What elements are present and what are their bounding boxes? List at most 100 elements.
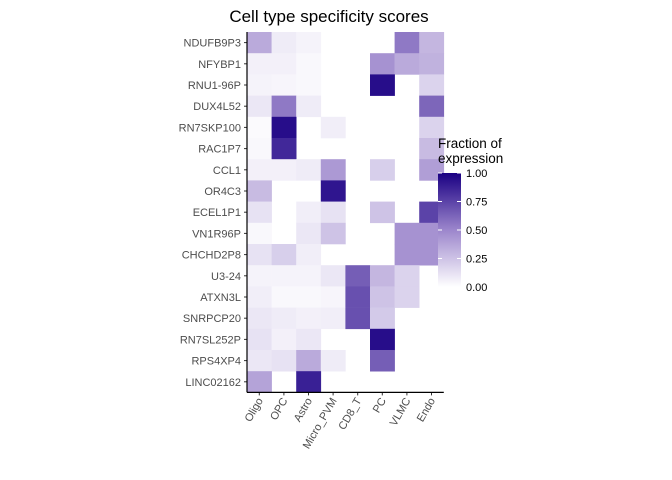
column-label: Astro [292, 396, 315, 424]
heatmap-cell [296, 371, 322, 393]
heatmap-cell [419, 32, 445, 54]
heatmap-cell [247, 74, 272, 96]
heatmap-cell [320, 159, 346, 181]
row-label: RN7SKP100 [179, 122, 241, 134]
row-label: OR4C3 [204, 186, 241, 198]
heatmap-cell [247, 265, 272, 287]
heatmap-cell [345, 265, 371, 287]
heatmap-cell [419, 74, 445, 96]
heatmap-cells [247, 32, 445, 393]
heatmap-cell [345, 307, 371, 330]
heatmap-cell [247, 116, 272, 139]
row-label: RAC1P7 [198, 144, 241, 156]
legend-title: Fraction of [438, 136, 502, 151]
row-label: ECEL1P1 [193, 207, 241, 219]
row-label: U3-24 [211, 271, 241, 283]
heatmap-cell [370, 307, 395, 330]
heatmap-cell [271, 32, 297, 54]
heatmap-cell [271, 350, 297, 372]
heatmap-cell [247, 307, 272, 330]
heatmap-cell [394, 222, 420, 245]
heatmap-cell [394, 32, 420, 54]
legend-tick-label: 0.50 [466, 225, 487, 237]
heatmap-cell [370, 265, 395, 287]
column-label: Oligo [243, 396, 266, 424]
heatmap-cell [271, 244, 297, 266]
heatmap-cell [271, 95, 297, 118]
heatmap-cell [394, 53, 420, 75]
legend-tick-label: 0.25 [466, 254, 487, 266]
legend-tick-label: 0.00 [466, 282, 487, 294]
heatmap-cell [271, 74, 297, 96]
heatmap-cell [247, 286, 272, 308]
heatmap-cell [247, 95, 272, 118]
row-label: LINC02162 [185, 377, 241, 389]
heatmap-cell [247, 32, 272, 54]
heatmap-cell [370, 350, 395, 372]
heatmap-cell [271, 116, 297, 139]
heatmap-cell [320, 222, 346, 245]
heatmap-cell [247, 328, 272, 351]
heatmap-cell [370, 74, 395, 96]
heatmap-cell [370, 286, 395, 308]
legend-tick-label: 0.75 [466, 197, 487, 209]
row-label: DUX4L52 [193, 101, 241, 113]
heatmap-cell [370, 328, 395, 351]
column-label: Endo [415, 396, 438, 424]
heatmap-cell [370, 201, 395, 224]
heatmap-cell [247, 244, 272, 266]
heatmap-cell [271, 53, 297, 75]
column-label: CD8_T [336, 396, 364, 432]
heatmap-cell [271, 159, 297, 181]
row-label: SNRPCP20 [183, 313, 241, 325]
heatmap-cell [320, 350, 346, 372]
heatmap-cell [247, 138, 272, 160]
heatmap-cell [394, 265, 420, 287]
heatmap-cell [296, 286, 322, 308]
heatmap-cell [296, 265, 322, 287]
chart-title: Cell type specificity scores [229, 7, 428, 26]
legend-tick-label: 1.00 [466, 168, 487, 180]
heatmap-cell [320, 180, 346, 202]
row-label: NDUFB9P3 [184, 38, 241, 50]
legend-title: expression [438, 151, 503, 166]
column-label: PC [371, 396, 389, 415]
heatmap-cell [271, 286, 297, 308]
row-label: NFYBP1 [198, 59, 241, 71]
heatmap-cell [296, 74, 322, 96]
row-label: RPS4XP4 [191, 356, 241, 368]
row-label: CHCHD2P8 [182, 250, 241, 262]
heatmap-cell [247, 371, 272, 393]
heatmap-cell [419, 222, 445, 245]
heatmap-cell [419, 201, 445, 224]
axes [244, 32, 444, 396]
row-label: VN1R96P [192, 228, 241, 240]
heatmap-cell [247, 159, 272, 181]
heatmap-cell [247, 53, 272, 75]
heatmap-cell [345, 286, 371, 308]
heatmap-cell [247, 350, 272, 372]
heatmap-cell [320, 307, 346, 330]
heatmap-cell [296, 159, 322, 181]
heatmap-cell [247, 180, 272, 202]
heatmap-cell [419, 159, 445, 181]
heatmap-cell [296, 328, 322, 351]
heatmap-cell [296, 201, 322, 224]
heatmap-cell [271, 138, 297, 160]
heatmap-cell [320, 265, 346, 287]
column-label: VLMC [388, 396, 414, 429]
row-label: RNU1-96P [188, 80, 241, 92]
heatmap-cell [419, 53, 445, 75]
legend-colorbar [438, 173, 461, 287]
heatmap-cell [370, 53, 395, 75]
heatmap-cell [296, 350, 322, 372]
heatmap-cell [370, 159, 395, 181]
heatmap-cell [320, 116, 346, 139]
heatmap-cell [247, 222, 272, 245]
heatmap-cell [296, 307, 322, 330]
row-labels: NDUFB9P3 NFYBP1 RNU1-96P DUX4L52 RN7SKP100 RA… [179, 38, 241, 389]
heatmap-cell [296, 95, 322, 118]
